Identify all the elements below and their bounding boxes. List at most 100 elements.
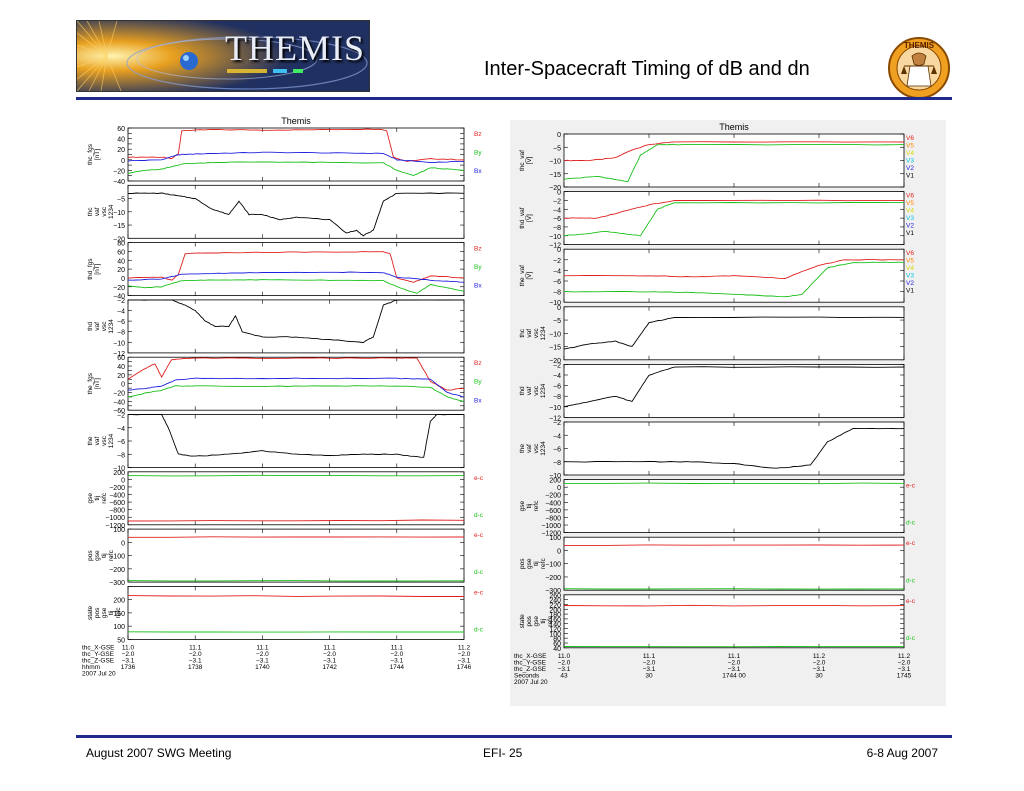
y-tick-label: 240: [549, 598, 561, 605]
y-tick-label: −8: [553, 225, 561, 232]
panel-frame: [563, 594, 905, 649]
y-tick-label: 0: [557, 132, 561, 139]
series-line-e-c: [563, 604, 905, 607]
legend-entry: d-c: [474, 512, 484, 519]
series-line-e-c: [127, 519, 465, 522]
y-tick-label: −15: [549, 172, 561, 179]
y-tick-label: −2: [117, 413, 125, 420]
y-axis-label: thd_vaf: [519, 207, 526, 229]
y-axis-label: thd: [87, 322, 94, 331]
series-line-e-c: [564, 544, 905, 546]
y-tick-label: 50: [117, 637, 125, 644]
panel-frame: [563, 306, 905, 361]
logo-text: THEMIS: [225, 28, 365, 68]
footer-date: 6-8 Aug 2007: [866, 746, 938, 760]
y-tick-label: 0: [557, 548, 561, 555]
legend-entry: e-c: [474, 475, 484, 482]
y-axis-label: tij: [540, 619, 547, 624]
x-tick-value: 11.1: [324, 644, 337, 651]
series-line-v6: [563, 141, 905, 162]
y-tick-label: −100: [545, 562, 561, 569]
x-tick-value: −3.1: [390, 657, 403, 664]
x-tick-label: 30: [815, 672, 823, 679]
x-tick-label: 30: [645, 672, 653, 679]
panel-2: −20 −15 −10 −5 thc vaf vsc 1234: [87, 184, 465, 243]
legend-entry: Bz: [474, 246, 482, 253]
y-tick-label: 0: [121, 477, 125, 484]
y-tick-label: −2: [553, 420, 561, 427]
y-tick-label: −8: [117, 330, 125, 337]
panel-frame: [127, 242, 465, 297]
y-tick-label: 200: [113, 470, 125, 477]
y-tick-label: 20: [117, 147, 125, 154]
y-tick-label: −6: [117, 319, 125, 326]
legend-entry: Bx: [474, 168, 482, 175]
series-line-bx: [127, 161, 465, 176]
y-tick-label: −60: [113, 408, 125, 415]
panel-5: −60 −40−20 0 20 40 60 the_fgs [nT] Bz By Bx: [87, 355, 482, 415]
x-tick-value: −2.0: [558, 659, 571, 666]
y-axis-label: tij: [533, 561, 540, 566]
y-tick-label: −10: [113, 466, 125, 473]
y-axis-label: state: [519, 614, 526, 628]
y-tick-label: 60: [553, 641, 561, 648]
legend-entry: V3: [906, 158, 914, 165]
footer-meeting: August 2007 SWG Meeting: [86, 746, 232, 760]
x-row-label: thc_Y-GSE: [514, 659, 547, 666]
y-axis-label: tij: [108, 611, 115, 616]
y-tick-label: −800: [545, 515, 561, 522]
panel-frame: [127, 528, 465, 583]
footer-page-number: EFI- 25: [483, 746, 523, 760]
x-tick-value: −3.1: [189, 657, 202, 664]
legend-entry: V4: [906, 150, 914, 157]
y-axis-label: 1234: [108, 204, 115, 219]
series-line-d-c: [127, 474, 465, 477]
y-axis-label: gse: [526, 558, 533, 569]
y-tick-label: −10: [113, 210, 125, 217]
y-tick-label: −6: [117, 439, 125, 446]
y-tick-label: 0: [121, 382, 125, 389]
panel-frame: [563, 191, 905, 245]
panel-8: −300 −200 −100 0 100 pos gse tij refc e-c d-c: [519, 535, 916, 595]
panel-frame: [127, 184, 465, 239]
y-tick-label: 220: [549, 602, 561, 609]
y-tick-label: 0: [557, 190, 561, 197]
y-tick-label: −6: [553, 279, 561, 286]
y-tick-label: −400: [109, 493, 125, 500]
panel-frame: [563, 479, 905, 534]
y-tick-label: −12: [549, 243, 561, 250]
legend-entry: Bz: [474, 360, 482, 367]
x-tick-value: −2.0: [189, 651, 202, 658]
panel-4: −20 −15 −10 −5 0 thc vaf vsc 1234: [519, 305, 905, 365]
y-tick-label: −600: [109, 500, 125, 507]
y-tick-label: −2: [553, 362, 561, 369]
x-tick-label: 1746: [457, 664, 472, 671]
series-line-d-c: [564, 482, 905, 485]
y-axis-label: gse: [94, 550, 101, 561]
y-tick-label: 20: [117, 373, 125, 380]
x-tick-value: −3.1: [323, 657, 336, 664]
legend-entry: Bx: [474, 397, 482, 404]
y-tick-label: −10: [113, 340, 125, 347]
y-tick-label: −8: [553, 460, 561, 467]
x-tick-value: −2.0: [458, 651, 471, 658]
x-row-label: thc_Y-GSE: [82, 651, 115, 658]
panel-frame: [563, 536, 905, 591]
legend-entry: V2: [906, 280, 914, 287]
x-tick-value: 11.2: [813, 653, 826, 660]
legend-entry: e-c: [906, 598, 916, 605]
y-tick-label: −20: [549, 185, 561, 192]
y-tick-label: 0: [557, 305, 561, 312]
y-tick-label: −20: [113, 236, 125, 243]
series-line-trace: [128, 192, 465, 237]
series-line-trace: [128, 414, 464, 458]
x-tick-value: −3.1: [558, 666, 571, 673]
x-row-label: Seconds: [514, 672, 540, 679]
y-tick-label: −6: [553, 216, 561, 223]
x-row-label: thc_X-GSE: [514, 653, 547, 660]
series-line-e-c: [127, 595, 464, 597]
legend-entry: By: [474, 150, 482, 157]
y-axis-label: gse: [533, 616, 540, 627]
